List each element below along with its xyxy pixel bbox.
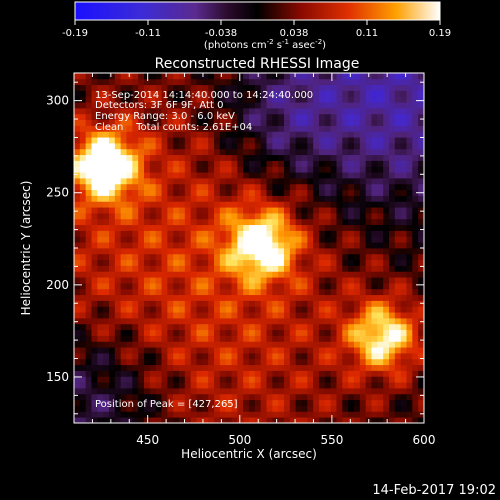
colorbar-tick-label: -0.11 xyxy=(135,28,161,39)
x-axis-label: Heliocentric X (arcsec) xyxy=(181,447,317,461)
colorbar-tick-label: 0.19 xyxy=(429,28,451,39)
colorbar-ticks: -0.19 -0.11 -0.038 0.038 0.11 0.19 xyxy=(62,20,451,39)
y-tick-label: 200 xyxy=(46,278,69,292)
colorbar-tick-label: 0.038 xyxy=(280,28,309,39)
annotation-peak: Position of Peak = [427,265] xyxy=(95,399,238,410)
annotation-energy: Energy Range: 3.0 - 6.0 keV xyxy=(95,111,235,122)
annotation-detectors: Detectors: 3F 6F 9F, Att 0 xyxy=(95,100,223,111)
annotation-method: Clean Total counts: 2.61E+04 xyxy=(95,122,252,133)
y-tick-label: 250 xyxy=(46,186,69,200)
y-axis-label: Heliocentric Y (arcsec) xyxy=(19,181,33,316)
x-tick-label: 500 xyxy=(228,433,251,447)
annotation-time-range: 13-Sep-2014 14:14:40.000 to 14:24:40.000 xyxy=(95,90,313,101)
y-tick-label: 300 xyxy=(46,94,69,108)
colorbar-unit-label: (photons cm-2 s-1 asec-2) xyxy=(204,38,326,51)
heatmap-image xyxy=(74,73,424,423)
colorbar-tick-label: -0.19 xyxy=(62,28,88,39)
x-tick-label: 550 xyxy=(320,433,343,447)
colorbar xyxy=(74,1,441,21)
axis-ticks: 450 500 550 600 150 200 250 300 xyxy=(46,73,435,447)
colorbar-tick-label: -0.038 xyxy=(205,28,237,39)
x-tick-label: 450 xyxy=(136,433,159,447)
colorbar-tick-label: 0.11 xyxy=(356,28,378,39)
y-tick-label: 150 xyxy=(46,370,69,384)
footer-date: 14-Feb-2017 19:02 xyxy=(372,483,496,498)
x-tick-label: 600 xyxy=(413,433,436,447)
chart-title: Reconstructed RHESSI Image xyxy=(155,56,360,72)
